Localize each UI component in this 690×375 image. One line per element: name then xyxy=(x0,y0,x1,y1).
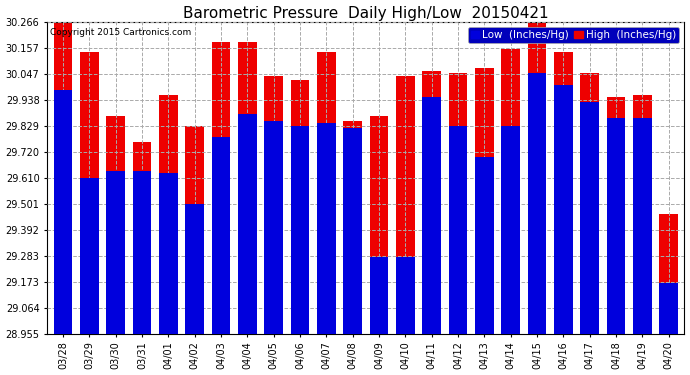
Bar xyxy=(317,123,335,334)
Bar xyxy=(554,52,573,334)
Bar xyxy=(344,121,362,334)
Bar xyxy=(264,121,283,334)
Bar xyxy=(554,85,573,334)
Bar xyxy=(370,116,388,334)
Bar xyxy=(212,138,230,334)
Bar xyxy=(660,214,678,334)
Bar xyxy=(290,80,309,334)
Bar xyxy=(448,73,467,334)
Bar xyxy=(660,283,678,334)
Bar xyxy=(633,118,651,334)
Bar xyxy=(633,94,651,334)
Bar xyxy=(290,126,309,334)
Bar xyxy=(396,256,415,334)
Text: Copyright 2015 Cartronics.com: Copyright 2015 Cartronics.com xyxy=(50,28,192,37)
Bar xyxy=(132,171,151,334)
Bar xyxy=(159,173,177,334)
Bar xyxy=(238,114,257,334)
Bar xyxy=(370,256,388,334)
Title: Barometric Pressure  Daily High/Low  20150421: Barometric Pressure Daily High/Low 20150… xyxy=(183,6,549,21)
Bar xyxy=(422,97,441,334)
Bar xyxy=(54,90,72,334)
Bar xyxy=(475,156,493,334)
Bar xyxy=(344,128,362,334)
Bar xyxy=(580,73,599,334)
Bar xyxy=(80,52,99,334)
Bar xyxy=(607,97,625,334)
Bar xyxy=(475,68,493,334)
Bar xyxy=(528,73,546,334)
Bar xyxy=(212,42,230,334)
Bar xyxy=(317,52,335,334)
Bar xyxy=(80,178,99,334)
Bar xyxy=(607,118,625,334)
Bar xyxy=(448,126,467,334)
Bar xyxy=(186,126,204,334)
Bar xyxy=(502,50,520,334)
Bar xyxy=(264,75,283,334)
Legend: Low  (Inches/Hg), High  (Inches/Hg): Low (Inches/Hg), High (Inches/Hg) xyxy=(468,27,679,43)
Bar xyxy=(528,21,546,334)
Bar xyxy=(106,171,125,334)
Bar xyxy=(132,142,151,334)
Bar xyxy=(502,126,520,334)
Bar xyxy=(238,42,257,334)
Bar xyxy=(106,116,125,334)
Bar xyxy=(580,102,599,334)
Bar xyxy=(159,94,177,334)
Bar xyxy=(396,75,415,334)
Bar xyxy=(422,71,441,334)
Bar xyxy=(186,204,204,334)
Bar xyxy=(54,21,72,334)
